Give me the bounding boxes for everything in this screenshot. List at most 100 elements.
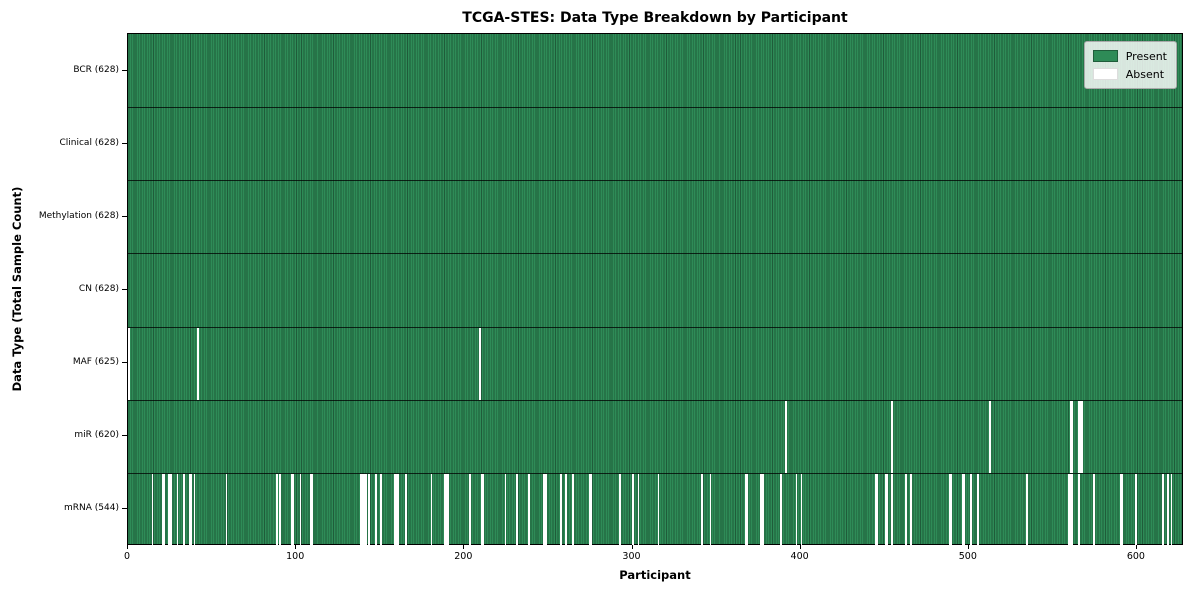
y-tick-mark [122, 435, 127, 437]
absent-stripe-mRNA [632, 473, 635, 546]
legend-label: Absent [1125, 67, 1165, 81]
absent-stripe-mRNA [565, 473, 567, 546]
absent-stripe-mRNA [701, 473, 704, 546]
y-tick-mark [122, 69, 127, 71]
y-tick-label: mRNA (544) [64, 503, 119, 514]
absent-stripe-mRNA [1078, 473, 1080, 546]
y-tick-label: CN (628) [78, 284, 119, 294]
y-tick-label: miR (620) [74, 430, 119, 441]
absent-stripe-mRNA [950, 473, 952, 546]
y-tick-mark [122, 289, 127, 290]
absent-stripe-mRNA [430, 473, 433, 546]
x-tick-label: 200 [454, 551, 473, 562]
row-divider [128, 472, 1182, 474]
y-tick-mark [122, 362, 127, 364]
absent-stripe-mRNA [469, 473, 472, 546]
legend-entry: Absent [1092, 66, 1167, 82]
absent-stripe-mRNA [163, 473, 165, 546]
y-tick-label: Clinical (628) [59, 137, 119, 148]
y-tick-mark [122, 142, 127, 144]
absent-stripe-mRNA [709, 473, 712, 546]
absent-stripe-mRNA [884, 473, 887, 546]
absent-stripe-mRNA [444, 473, 446, 546]
absent-stripe-mRNA [363, 473, 366, 546]
absent-stripe-mRNA [909, 473, 912, 546]
absent-stripe-mRNA [637, 473, 640, 546]
x-tick-label: 400 [790, 551, 809, 562]
x-axis-label: Participant [619, 568, 691, 582]
absent-stripe-mRNA [657, 473, 660, 546]
absent-stripe-mRNA [891, 473, 894, 546]
absent-stripe-mRNA [1071, 473, 1074, 546]
legend-entry: Present [1092, 48, 1167, 64]
absent-stripe-mRNA [545, 473, 547, 546]
absent-stripe-mRNA [190, 473, 192, 546]
absent-stripe-mRNA [311, 473, 313, 546]
absent-stripe-miR [891, 400, 894, 473]
absent-stripe-mRNA [780, 473, 783, 546]
absent-stripe-mRNA [528, 473, 530, 546]
x-tick-mark [463, 545, 465, 549]
absent-stripe-mRNA [291, 473, 293, 546]
x-tick-label: 0 [123, 551, 131, 562]
absent-stripe-mRNA [309, 473, 312, 546]
absent-stripe-mRNA [393, 473, 396, 546]
plot-area [127, 33, 1183, 546]
absent-stripe-mRNA [1121, 473, 1124, 546]
absent-stripe-mRNA [447, 473, 450, 546]
absent-stripe-mRNA [560, 473, 562, 546]
absent-stripe-mRNA [188, 473, 191, 546]
x-tick-label: 500 [958, 551, 977, 562]
absent-stripe-mRNA [1170, 473, 1173, 546]
x-tick-mark [631, 545, 633, 549]
absent-stripe-MAF [196, 327, 199, 400]
x-tick-mark [799, 545, 801, 549]
absent-stripe-mRNA [168, 473, 171, 546]
absent-stripe-mRNA [365, 473, 367, 546]
absent-stripe-mRNA [1093, 473, 1095, 546]
absent-stripe-mRNA [745, 473, 747, 546]
y-tick-mark [122, 508, 127, 510]
absent-stripe-mRNA [963, 473, 966, 546]
absent-stripe-mRNA [970, 473, 973, 546]
absent-stripe-mRNA [1067, 473, 1070, 546]
absent-stripe-mRNA [405, 473, 408, 546]
row-divider [128, 253, 1182, 255]
absent-stripe-mRNA [292, 473, 295, 546]
absent-stripe-mRNA [761, 473, 764, 546]
absent-stripe-mRNA [760, 473, 762, 546]
absent-stripe-MAF [128, 327, 130, 400]
x-tick-mark [967, 545, 969, 549]
absent-stripe-miR [988, 400, 991, 473]
x-tick-label: 300 [622, 551, 641, 562]
absent-stripe-mRNA [275, 473, 278, 546]
x-tick-mark [127, 545, 128, 549]
absent-stripe-miR [1081, 400, 1084, 473]
absent-stripe-mRNA [361, 473, 364, 546]
x-tick-mark [295, 545, 297, 549]
row-divider [128, 326, 1182, 328]
absent-stripe-mRNA [543, 473, 546, 546]
row-divider [128, 180, 1182, 182]
absent-stripe-mRNA [948, 473, 951, 546]
x-tick-label: 600 [1126, 551, 1145, 562]
absent-stripe-mRNA [360, 473, 362, 546]
legend-swatch-present [1092, 50, 1118, 62]
absent-stripe-miR [1078, 400, 1080, 473]
absent-stripe-mRNA [375, 473, 377, 546]
absent-stripe-mRNA [795, 473, 798, 546]
absent-stripe-mRNA [395, 473, 398, 546]
absent-stripe-mRNA [619, 473, 621, 546]
absent-stripe-mRNA [170, 473, 172, 546]
absent-stripe-mRNA [1069, 473, 1072, 546]
absent-stripe-mRNA [904, 473, 907, 546]
absent-stripe-mRNA [482, 473, 485, 546]
legend: Present Absent [1083, 41, 1177, 89]
absent-stripe-mRNA [397, 473, 399, 546]
absent-stripe-mRNA [161, 473, 164, 546]
absent-stripe-mRNA [380, 473, 382, 546]
y-tick-label: BCR (628) [73, 64, 119, 75]
absent-stripe-mRNA [299, 473, 302, 546]
y-tick-mark [122, 215, 127, 217]
